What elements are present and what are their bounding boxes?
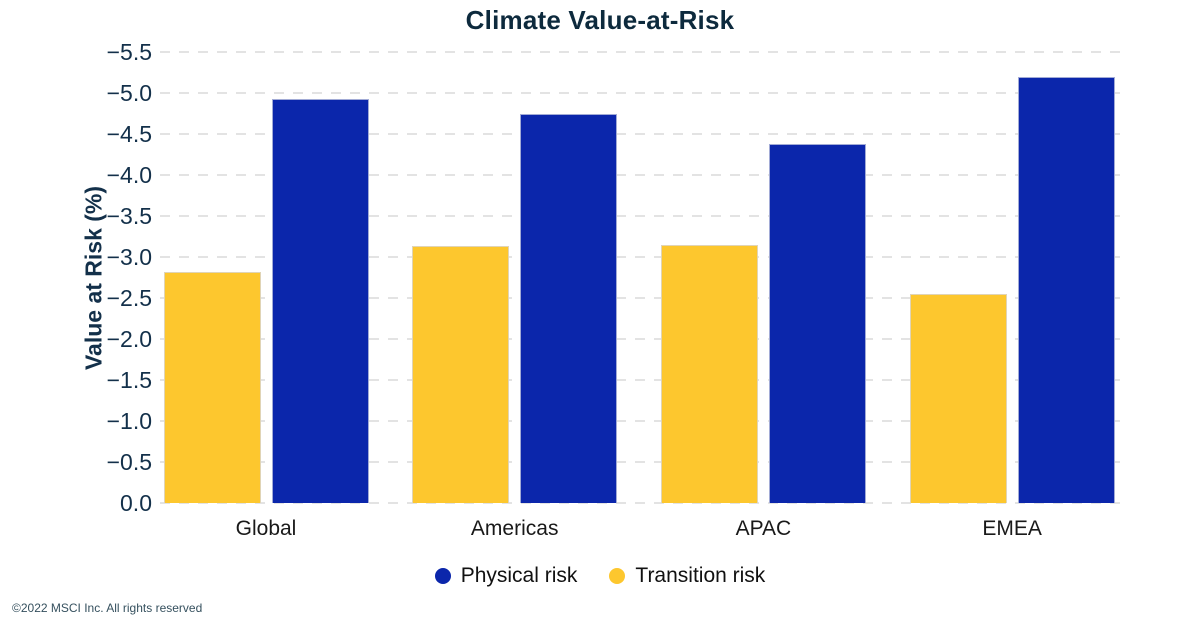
legend-item-transition-risk: Transition risk [609,564,765,588]
legend-dot-transition-risk [609,568,626,584]
legend-label: Transition risk [635,564,766,587]
gridline--0.5 [160,461,1125,463]
x-category-label-apac: APAC [735,517,792,540]
bar-americas-transition-risk [412,246,510,503]
y-tick-label: −3.5 [106,203,152,229]
legend-label: Physical risk [460,564,578,587]
x-category-label-emea: EMEA [982,517,1042,540]
legend: Physical risk Transition risk [0,564,1200,588]
gridline--5.0 [160,92,1125,94]
bar-emea-transition-risk [909,293,1007,503]
y-tick-label: −1.0 [106,408,152,434]
copyright-text: ©2022 MSCI Inc. All rights reserved [12,601,203,615]
x-category-label-americas: Americas [470,517,559,540]
gridline--4.0 [160,174,1125,176]
gridline--5.5 [160,51,1125,53]
bar-global-transition-risk [163,271,261,503]
gridline--1.0 [160,420,1125,422]
gridline--2.5 [160,297,1125,299]
gridline-0.0 [160,502,1125,504]
y-tick-label: −5.5 [106,39,152,65]
bar-apac-transition-risk [660,244,758,503]
gridline--1.5 [160,379,1125,381]
y-tick-label: −4.5 [106,121,152,147]
y-tick-label: −5.0 [106,80,152,106]
x-category-label-global: Global [235,517,297,540]
y-tick-label: −1.5 [106,367,152,393]
gridline--3.0 [160,256,1125,258]
gridline--4.5 [160,133,1125,135]
bar-americas-physical-risk [520,114,618,503]
gridline--2.0 [160,338,1125,340]
y-tick-label: −0.5 [106,449,152,475]
bar-emea-physical-risk [1017,76,1115,503]
y-tick-label: −2.0 [106,326,152,352]
chart-title: Climate Value-at-Risk [465,5,735,35]
gridline--3.5 [160,215,1125,217]
y-tick-label: −4.0 [106,162,152,188]
legend-dot-physical-risk [434,568,451,584]
legend-item-physical-risk: Physical risk [434,564,578,588]
y-tick-label: 0.0 [120,490,152,516]
bar-apac-physical-risk [768,143,866,503]
y-tick-label: −3.0 [106,244,152,270]
y-tick-label: −2.5 [106,285,152,311]
bar-global-physical-risk [271,98,369,503]
